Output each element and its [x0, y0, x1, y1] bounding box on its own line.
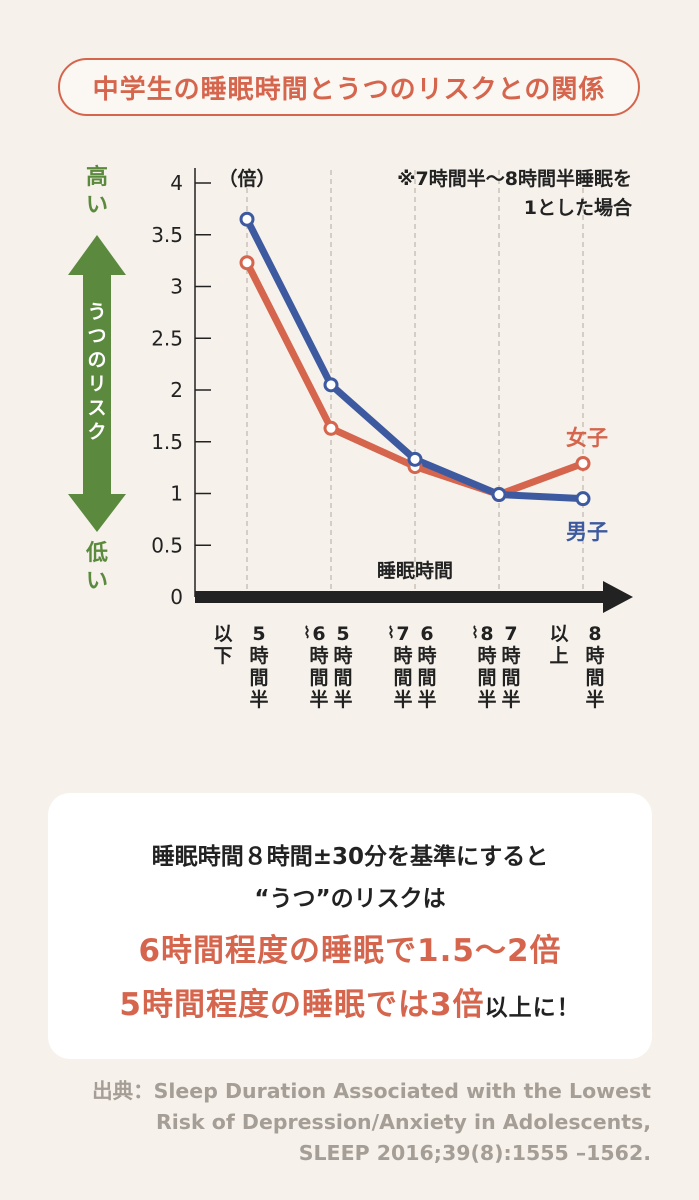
category-2-mid-char-2: 間	[393, 667, 412, 689]
y-axis-title-char-5: ク	[87, 421, 106, 443]
y-axis-title-char-1: つ	[87, 325, 106, 347]
category-1-mid-char-1: 時	[309, 645, 328, 667]
category-3-tilde-char-0: ⌇	[471, 623, 479, 642]
chart-title-text: 中学生の睡眠時間とうつのリスクとの関係	[92, 74, 606, 105]
category-4-right-char-2: 間	[585, 667, 604, 689]
category-3-mid-char-2: 間	[477, 667, 496, 689]
category-4-right-char-3: 半	[585, 688, 604, 711]
summary-line-4-tail: 以上に！	[484, 995, 581, 1021]
category-3-right-char-2: 間	[501, 667, 520, 689]
series-1-point-1	[323, 420, 339, 436]
y-tick-label-3: 1.5	[151, 430, 183, 454]
y-high-label-char-1: い	[86, 193, 108, 218]
category-0-left-char-1: 下	[213, 645, 232, 667]
category-2-mid-char-0: 7	[396, 623, 409, 645]
x-axis-bar	[195, 591, 605, 603]
source-line-1: 出典：Sleep Duration Associated with the Lo…	[92, 1079, 651, 1103]
series-0-point-2	[407, 451, 423, 467]
series-1-point-0	[239, 255, 255, 271]
category-2-tilde-char-0: ⌇	[387, 623, 395, 642]
series-label-boys: 男子	[566, 520, 608, 544]
category-3-mid-char-1: 時	[477, 645, 496, 667]
source-line-3: SLEEP 2016;39(8):1555 –1562.	[298, 1141, 651, 1165]
category-0-left-char-0: 以	[213, 623, 232, 645]
series-0-point-3	[491, 487, 507, 503]
summary-line-3: 6時間程度の睡眠で1.5～2倍	[138, 933, 562, 969]
summary-line-1: 睡眠時間８時間±30分を基準にすると	[151, 844, 549, 870]
category-3-right-char-0: 7	[504, 623, 517, 645]
y-low-label-char-0: 低	[85, 541, 108, 566]
y-axis-title-char-3: リ	[87, 373, 106, 395]
summary-line-2: “うつ”のリスクは	[254, 886, 446, 912]
y-tick-label-7: 3.5	[151, 223, 183, 247]
y-axis-title-char-2: の	[87, 349, 106, 371]
x-axis-label: 睡眠時間	[377, 560, 453, 582]
category-2-mid-char-3: 半	[393, 688, 412, 711]
y-tick-label-2: 1	[170, 482, 183, 506]
y-tick-label-6: 3	[170, 275, 183, 299]
category-2-right-char-3: 半	[417, 688, 436, 711]
chart-title: 中学生の睡眠時間とうつのリスクとの関係	[58, 58, 640, 116]
summary-box: 睡眠時間８時間±30分を基準にすると “うつ”のリスクは 6時間程度の睡眠で1.…	[48, 793, 652, 1059]
y-high-label-char-0: 高	[86, 164, 108, 190]
series-label-girls: 女子	[566, 426, 608, 450]
y-axis-title-char-0: う	[87, 301, 106, 323]
category-2-right-char-0: 6	[420, 623, 433, 645]
y-tick-label-1: 0.5	[151, 533, 183, 557]
series-0-point-0	[239, 211, 255, 227]
series-1-point-4	[575, 455, 591, 471]
x-axis-arrowhead	[603, 581, 633, 613]
series-0-point-4	[575, 491, 591, 507]
unit-label: （倍）	[218, 167, 275, 190]
note-line-1: ※7時間半～8時間半睡眠を	[397, 167, 632, 190]
y-tick-label-4: 2	[170, 378, 183, 402]
category-0-right-char-0: 5	[252, 623, 265, 645]
series-0-point-1	[323, 377, 339, 393]
category-4-right-char-0: 8	[588, 623, 601, 645]
category-2-right-char-1: 時	[417, 645, 436, 667]
line-chart: 0 0.5 1 1.5 2 2.5 3 3.5 4 睡眠時間 （倍） ※7時間半～8時間半睡眠を 1とし…	[68, 164, 633, 711]
category-1-right-char-1: 時	[333, 645, 352, 667]
category-4-left-char-0: 以	[549, 623, 568, 645]
category-3-mid-char-3: 半	[477, 688, 496, 711]
category-2-mid-char-1: 時	[393, 645, 412, 667]
category-1-tilde-char-0: ⌇	[303, 623, 311, 642]
category-0-right-char-3: 半	[249, 688, 268, 711]
y-axis-title-char-4: ス	[87, 397, 106, 419]
y-tick-label-8: 4	[170, 171, 183, 195]
category-1-right-char-3: 半	[333, 688, 352, 711]
category-3-right-char-3: 半	[501, 688, 520, 711]
category-1-right-char-0: 5	[336, 623, 349, 645]
summary-line-4: 5時間程度の睡眠では3倍以上に！	[48, 979, 652, 1024]
category-4-right-char-1: 時	[585, 645, 604, 667]
note-line-2: 1とした場合	[524, 196, 633, 219]
category-0-right-char-1: 時	[249, 645, 268, 667]
category-1-mid-char-3: 半	[309, 688, 328, 711]
category-3-mid-char-0: 8	[480, 623, 493, 645]
category-2-right-char-2: 間	[417, 667, 436, 689]
category-3-right-char-1: 時	[501, 645, 520, 667]
source-citation: 出典：Sleep Duration Associated with the Lo…	[31, 1076, 651, 1169]
category-1-mid-char-2: 間	[309, 667, 328, 689]
category-1-right-char-2: 間	[333, 667, 352, 689]
category-0-right-char-2: 間	[249, 667, 268, 689]
y-tick-label-0: 0	[170, 585, 183, 609]
y-tick-label-5: 2.5	[151, 326, 183, 350]
category-1-mid-char-0: 6	[312, 623, 325, 645]
risk-double-arrow	[68, 235, 126, 532]
category-4-left-char-1: 上	[549, 645, 568, 667]
y-low-label-char-1: い	[86, 569, 108, 594]
summary-line-4-main: 5時間程度の睡眠では3倍	[119, 987, 485, 1023]
source-line-2: Risk of Depression/Anxiety in Adolescent…	[156, 1110, 651, 1134]
